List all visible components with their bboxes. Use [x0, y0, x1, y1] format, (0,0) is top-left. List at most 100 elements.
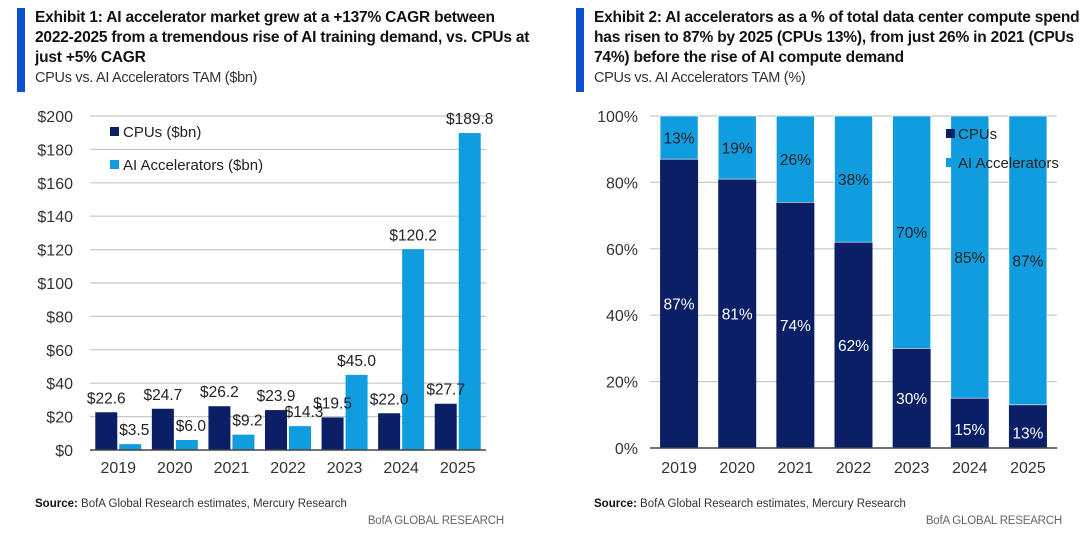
- accelerator-data-label: $120.2: [389, 227, 436, 244]
- x-tick-label: 2023: [327, 460, 363, 477]
- cpu-data-label: 87%: [664, 297, 695, 314]
- accent-bar: [17, 8, 25, 92]
- x-tick-label: 2025: [1010, 460, 1046, 477]
- cpu-bar: [95, 412, 118, 450]
- exhibit-2-brand: BofA GLOBAL RESEARCH: [925, 515, 1062, 527]
- cpu-data-label: $19.5: [313, 395, 352, 412]
- cpu-segment: [776, 202, 815, 448]
- accelerator-bar: [232, 434, 255, 450]
- cpu-segment: [718, 179, 757, 448]
- exhibit-1-source: Source: BofA Global Research estimates, …: [35, 498, 347, 510]
- y-tick-label: 20%: [606, 375, 638, 392]
- y-tick-label: 60%: [606, 242, 638, 259]
- cpu-segment: [660, 159, 699, 448]
- exhibit-2-subtitle: CPUs vs. AI Accelerators TAM (%): [594, 70, 806, 86]
- cpu-segment: [1008, 404, 1047, 448]
- cpu-data-label: $23.9: [257, 388, 296, 405]
- accelerator-data-label: $6.0: [176, 418, 207, 435]
- cpu-segment: [950, 398, 989, 448]
- cpu-bar: [208, 406, 231, 450]
- accelerator-data-label: 85%: [954, 250, 985, 267]
- source-label: Source:: [594, 498, 637, 510]
- legend-label-cpu: CPUs: [958, 126, 997, 143]
- legend-label-accelerators: AI Accelerators ($bn): [123, 157, 263, 174]
- y-tick-label: $80: [46, 309, 73, 326]
- cpu-data-label: 15%: [954, 422, 985, 439]
- cpu-bar: [151, 408, 174, 450]
- exhibit-1-subtitle: CPUs vs. AI Accelerators TAM ($bn): [35, 70, 258, 86]
- cpu-data-label: $26.2: [200, 384, 239, 401]
- accelerator-data-label: $45.0: [337, 353, 376, 370]
- accelerator-data-label: 13%: [664, 131, 695, 148]
- x-tick-label: 2025: [440, 460, 476, 477]
- y-tick-label: $140: [37, 209, 73, 226]
- x-tick-label: 2024: [383, 460, 419, 477]
- accelerator-bar: [119, 444, 142, 450]
- cpu-data-label: 30%: [896, 391, 927, 408]
- y-tick-label: $180: [37, 142, 73, 159]
- accelerator-bar: [175, 439, 198, 450]
- cpu-data-label: $24.7: [143, 387, 182, 404]
- source-text: BofA Global Research estimates, Mercury …: [636, 498, 906, 510]
- cpu-segment: [892, 348, 931, 448]
- cpu-data-label: $27.7: [426, 382, 465, 399]
- accelerator-segment: [776, 115, 815, 203]
- y-tick-label: $20: [46, 410, 73, 427]
- x-tick-label: 2022: [270, 460, 306, 477]
- cpu-data-label: 74%: [780, 318, 811, 335]
- exhibit-1-chart: $0 $20 $40 $60 $80 $100 $120 $140 $160 $180 $200 $2…: [37, 109, 493, 477]
- accelerator-bar: [289, 426, 311, 450]
- exhibit-1-panel: Exhibit 1: AI accelerator market grew at…: [17, 8, 529, 527]
- y-tick-label: $40: [46, 376, 73, 393]
- accelerator-segment: [1008, 115, 1048, 406]
- cpu-data-label: $22.0: [370, 391, 409, 408]
- cpu-data-label: 62%: [838, 338, 869, 355]
- accelerator-data-label: $3.5: [119, 422, 149, 439]
- cpu-segment: [834, 242, 873, 448]
- y-tick-label: $120: [37, 243, 73, 260]
- x-tick-label: 2023: [894, 460, 930, 477]
- cpu-bar: [434, 403, 457, 450]
- cpu-data-label: $22.6: [87, 390, 126, 407]
- x-tick-label: 2019: [100, 460, 136, 477]
- cpu-bar: [265, 410, 287, 450]
- exhibit-1-brand: BofA GLOBAL RESEARCH: [367, 515, 504, 527]
- cpu-bar: [321, 417, 344, 450]
- accelerator-data-label: 38%: [838, 172, 869, 189]
- accelerator-bar: [458, 133, 481, 450]
- accelerator-segment: [717, 115, 757, 180]
- legend-swatch-cpu: [946, 129, 955, 138]
- accelerator-data-label: 87%: [1012, 253, 1043, 270]
- exhibit-2-panel: Exhibit 2: AI accelerators as a % of tot…: [540, 0, 1080, 538]
- cpu-bar: [378, 413, 401, 450]
- y-tick-label: $0: [55, 443, 73, 460]
- x-tick-label: 2020: [719, 460, 755, 477]
- y-tick-label: $200: [37, 109, 73, 126]
- x-tick-label: 2021: [214, 460, 250, 477]
- source-label: Source:: [35, 498, 78, 510]
- y-tick-label: $160: [37, 176, 73, 193]
- y-tick-label: 40%: [606, 308, 638, 325]
- exhibit-2-chart: 0% 20% 40% 60% 80% 100% 87% 13% 2019 81% 19% 2020 74…: [597, 109, 1059, 477]
- legend-swatch-accelerators: [110, 160, 119, 169]
- x-tick-label: 2024: [952, 460, 988, 477]
- y-tick-label: $100: [37, 276, 73, 293]
- exhibit-2-title: Exhibit 2: AI accelerators as a % of tot…: [594, 9, 1080, 66]
- cpu-data-label: 81%: [722, 307, 753, 324]
- accelerator-segment: [834, 115, 873, 243]
- x-tick-label: 2021: [778, 460, 814, 477]
- accelerator-data-label: 19%: [722, 141, 753, 158]
- y-tick-label: $60: [46, 343, 73, 360]
- accent-bar: [576, 8, 584, 92]
- accelerator-bar: [345, 374, 368, 450]
- y-tick-label: 80%: [606, 175, 638, 192]
- legend-label-cpu: CPUs ($bn): [123, 124, 201, 141]
- legend-swatch-cpu: [110, 127, 119, 136]
- accelerator-segment: [950, 115, 990, 399]
- accelerator-data-label: $9.2: [232, 413, 262, 430]
- accelerator-data-label: 26%: [780, 152, 811, 169]
- accelerator-data-label: 70%: [896, 225, 927, 242]
- y-tick-label: 0%: [615, 441, 638, 458]
- x-tick-label: 2022: [836, 460, 872, 477]
- legend-swatch-accelerators: [946, 158, 955, 167]
